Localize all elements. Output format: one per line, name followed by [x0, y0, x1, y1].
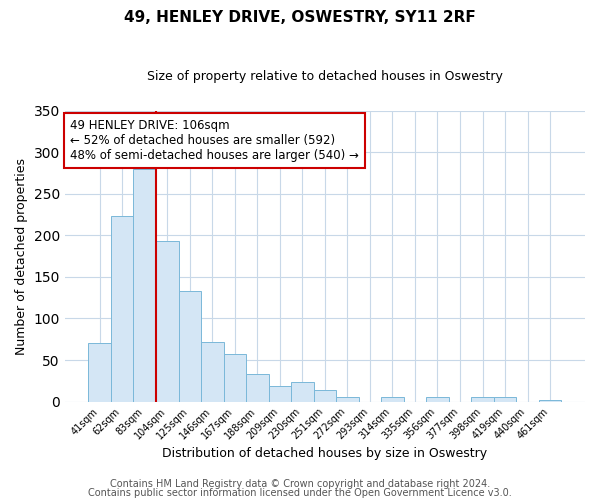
Bar: [269, 386, 291, 402]
Bar: [336, 398, 359, 402]
Text: Contains HM Land Registry data © Crown copyright and database right 2024.: Contains HM Land Registry data © Crown c…: [110, 479, 490, 489]
Bar: [381, 398, 404, 402]
Y-axis label: Number of detached properties: Number of detached properties: [15, 158, 28, 354]
Bar: [314, 390, 336, 402]
Bar: [539, 400, 562, 402]
Bar: [201, 342, 224, 402]
Text: 49 HENLEY DRIVE: 106sqm
← 52% of detached houses are smaller (592)
48% of semi-d: 49 HENLEY DRIVE: 106sqm ← 52% of detache…: [70, 120, 359, 162]
Bar: [471, 398, 494, 402]
Bar: [426, 398, 449, 402]
X-axis label: Distribution of detached houses by size in Oswestry: Distribution of detached houses by size …: [163, 447, 487, 460]
Bar: [179, 291, 201, 402]
Bar: [88, 344, 111, 402]
Bar: [494, 396, 517, 402]
Title: Size of property relative to detached houses in Oswestry: Size of property relative to detached ho…: [147, 70, 503, 83]
Text: 49, HENLEY DRIVE, OSWESTRY, SY11 2RF: 49, HENLEY DRIVE, OSWESTRY, SY11 2RF: [124, 10, 476, 25]
Bar: [224, 354, 246, 402]
Bar: [111, 216, 133, 402]
Text: Contains public sector information licensed under the Open Government Licence v3: Contains public sector information licen…: [88, 488, 512, 498]
Bar: [133, 169, 156, 402]
Bar: [291, 382, 314, 402]
Bar: [156, 241, 179, 402]
Bar: [246, 374, 269, 402]
